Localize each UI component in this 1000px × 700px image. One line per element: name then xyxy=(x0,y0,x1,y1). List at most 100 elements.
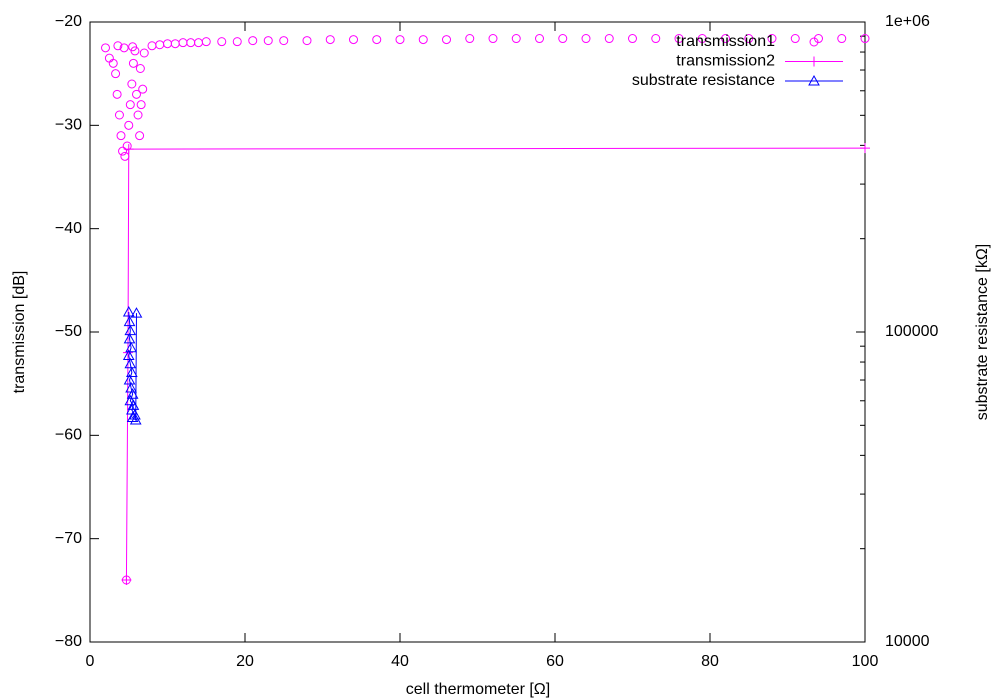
point xyxy=(170,39,180,49)
point xyxy=(130,46,140,56)
y-tick-label: −80 xyxy=(55,633,82,650)
point xyxy=(349,35,358,45)
point xyxy=(135,131,145,141)
point xyxy=(372,35,382,45)
point xyxy=(628,34,637,44)
x-tick-label: 0 xyxy=(86,653,95,670)
x-tick-label: 100 xyxy=(852,653,879,670)
legend-label: substrate resistance xyxy=(632,72,775,89)
point xyxy=(120,151,130,161)
point xyxy=(217,37,227,47)
series-line xyxy=(125,147,866,581)
point xyxy=(124,394,137,406)
point xyxy=(122,305,135,317)
point xyxy=(123,315,136,327)
point xyxy=(123,144,134,155)
point xyxy=(201,37,211,47)
point xyxy=(395,35,405,45)
point xyxy=(442,35,451,45)
point xyxy=(697,34,707,44)
point xyxy=(128,58,138,68)
y2-tick-label: 10000 xyxy=(885,633,930,650)
point xyxy=(581,34,591,44)
y-tick-label: −20 xyxy=(55,13,82,30)
point xyxy=(860,34,870,44)
x-tick-label: 40 xyxy=(391,653,409,670)
point xyxy=(119,43,129,53)
point xyxy=(125,341,137,353)
plot-frame xyxy=(89,21,866,643)
point xyxy=(114,110,124,120)
point xyxy=(767,34,777,44)
point xyxy=(125,100,135,110)
point xyxy=(674,34,684,44)
point xyxy=(279,36,289,46)
point xyxy=(178,38,188,48)
point xyxy=(325,35,335,45)
point xyxy=(814,34,823,44)
point xyxy=(130,307,143,318)
point xyxy=(139,48,149,58)
point xyxy=(118,146,128,156)
y2-tick-label: 1e+06 xyxy=(885,13,930,30)
y2-axis-label: substrate resistance [kΩ] xyxy=(974,244,991,420)
point xyxy=(108,58,118,68)
y-axis-label: transmission [dB] xyxy=(11,271,28,394)
point xyxy=(129,408,141,420)
point xyxy=(124,357,137,369)
point xyxy=(744,34,754,44)
legend-label: transmission2 xyxy=(676,53,775,70)
point xyxy=(136,100,146,110)
legend-marker xyxy=(809,37,819,47)
point xyxy=(129,414,142,425)
point xyxy=(248,36,258,46)
point xyxy=(837,34,847,44)
point xyxy=(418,35,428,45)
x-tick-label: 20 xyxy=(236,653,254,670)
legend-marker xyxy=(809,56,819,67)
point xyxy=(104,53,114,63)
point xyxy=(122,141,132,151)
point xyxy=(126,366,138,378)
point xyxy=(123,332,136,344)
point xyxy=(101,43,110,53)
y-tick-label: −40 xyxy=(55,220,82,237)
point xyxy=(112,89,122,99)
x-tick-label: 60 xyxy=(546,653,564,670)
point xyxy=(135,64,145,73)
point xyxy=(232,37,242,47)
x-tick-label: 80 xyxy=(701,653,719,670)
point xyxy=(465,34,475,44)
y-tick-label: −60 xyxy=(55,427,82,444)
point xyxy=(604,34,614,44)
point xyxy=(860,143,870,154)
point xyxy=(558,34,568,44)
y2-tick-label: 100000 xyxy=(885,323,938,340)
point xyxy=(147,41,157,51)
y-tick-label: −30 xyxy=(55,117,82,134)
point xyxy=(163,39,172,49)
point xyxy=(721,34,730,44)
point xyxy=(302,36,312,46)
point xyxy=(124,120,134,130)
point xyxy=(790,34,800,44)
point xyxy=(535,34,544,44)
point xyxy=(263,36,273,46)
y-tick-label: −50 xyxy=(55,323,82,340)
point xyxy=(113,41,123,51)
point xyxy=(186,38,196,48)
point xyxy=(133,110,143,120)
legend-label: transmission1 xyxy=(676,33,775,50)
point xyxy=(127,399,140,410)
point xyxy=(121,575,132,585)
point xyxy=(194,38,203,48)
point xyxy=(488,34,498,44)
point xyxy=(155,40,165,50)
y-tick-label: −70 xyxy=(55,530,82,547)
point xyxy=(138,84,148,94)
point xyxy=(651,34,661,44)
x-axis-label: cell thermometer [Ω] xyxy=(406,681,550,698)
legend-marker xyxy=(808,74,820,86)
point xyxy=(111,69,121,79)
